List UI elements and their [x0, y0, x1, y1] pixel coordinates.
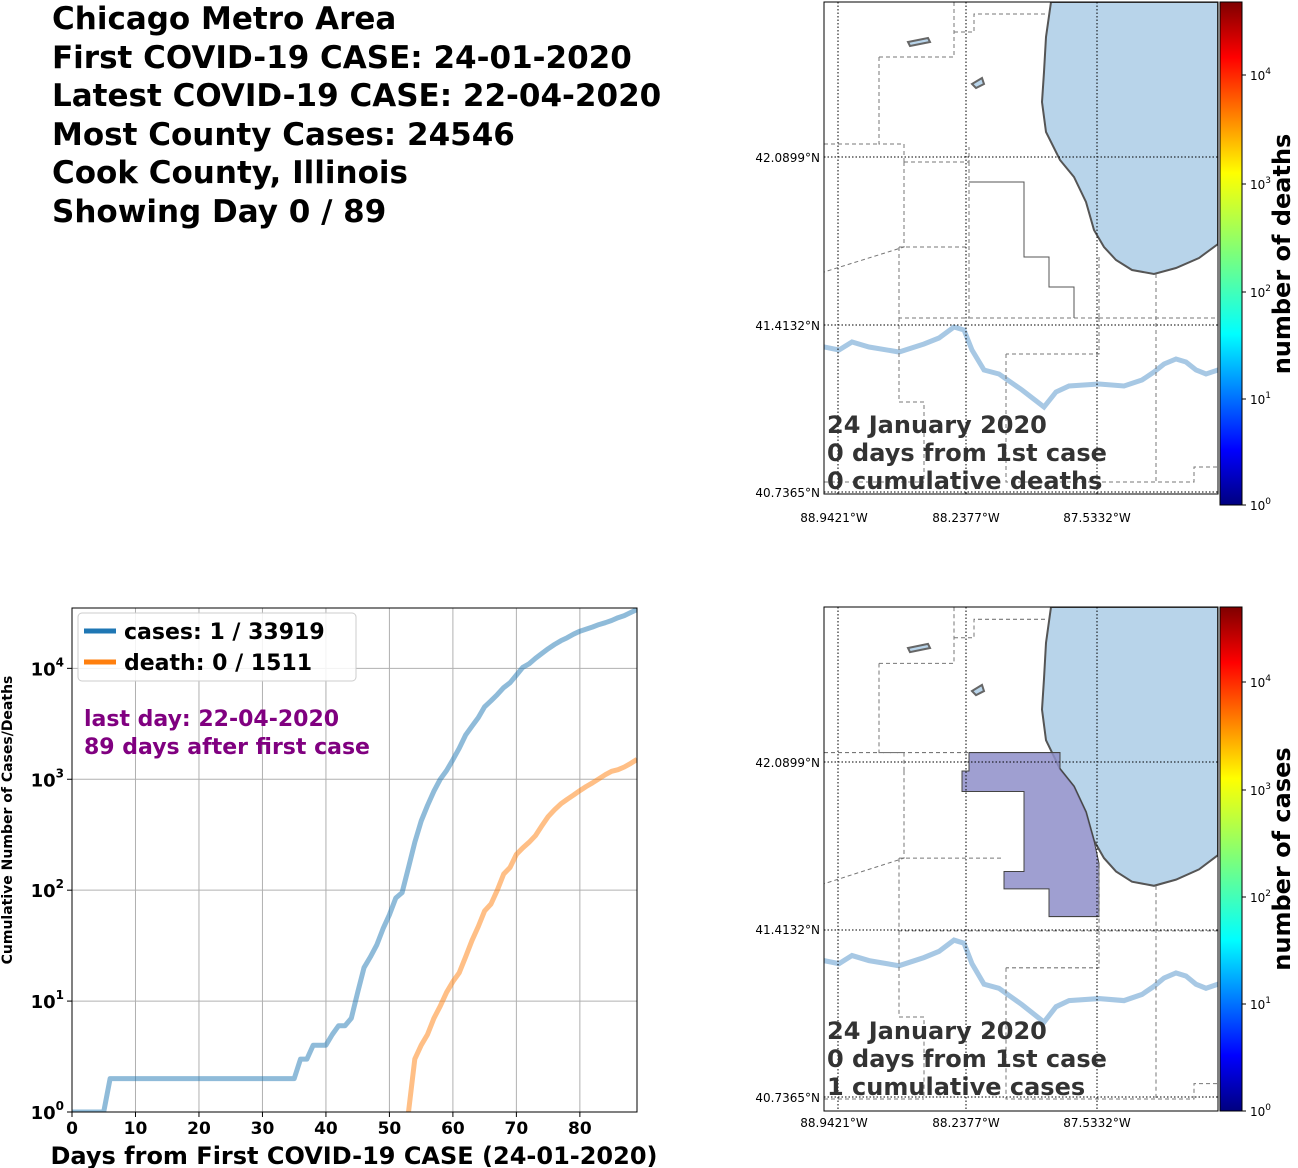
cases-cbar-tick-4: 104 [1250, 674, 1271, 690]
series-line-cases [72, 608, 637, 1112]
cases-cbar-tick-0: 100 [1250, 1103, 1271, 1119]
cases-cbar-tick-3: 103 [1250, 782, 1271, 798]
chart-series [72, 608, 637, 1112]
chart-grid [71, 608, 637, 1113]
lake-michigan [1040, 2, 1218, 276]
cases-lat-tick-0: 42.0899°N [755, 756, 820, 770]
deaths-colorbar-ticks [1242, 74, 1246, 506]
cases-colorbar: 104 103 102 101 100 number of cases [1219, 606, 1296, 1119]
cases-cbar-tick-1: 101 [1250, 996, 1271, 1012]
cases-colorbar-ticks [1242, 681, 1246, 1112]
x-tick-label-1: 10 [124, 1119, 148, 1139]
deaths-lat-tick-1: 41.4132°N [755, 319, 820, 333]
cases-colorbar-label: number of cases [1268, 747, 1296, 970]
cases-map-date: 24 January 2020 [827, 1017, 1047, 1045]
cases-colorbar-gradient [1219, 606, 1243, 1112]
chart-legend: cases: 1 / 33919 death: 0 / 1511 [77, 612, 357, 682]
y-tick-label-2: 102 [31, 877, 64, 902]
deaths-cbar-tick-1: 101 [1250, 391, 1271, 407]
deaths-map-frame [823, 1, 1219, 495]
island-north [906, 36, 932, 48]
y-tick-label-3: 103 [31, 766, 64, 791]
cases-county-borders [824, 607, 1218, 1100]
deaths-colorbar-label: number of deaths [1268, 134, 1296, 375]
deaths-lon-tick-1: 88.2377°W [932, 511, 1000, 525]
lat-lon-grid [824, 2, 1218, 494]
header-line-first-case: First COVID-19 CASE: 24-01-2020 [52, 39, 632, 76]
header-line-latest-case: Latest COVID-19 CASE: 22-04-2020 [52, 78, 662, 114]
cook-county-highlight [961, 752, 1100, 918]
cases-island-small [970, 683, 986, 697]
cases-lat-tick-1: 41.4132°N [755, 923, 820, 937]
cases-cbar-tick-2: 102 [1250, 889, 1271, 905]
x-tick-label-0: 0 [66, 1119, 78, 1139]
cases-map-days: 0 days from 1st case [827, 1045, 1107, 1073]
deaths-lon-tick-0: 88.9421°W [800, 511, 868, 525]
chart-frame [71, 607, 638, 1113]
chart-y-ticks: 100 101 102 103 104 [31, 655, 72, 1124]
x-tick-label-3: 30 [251, 1119, 275, 1139]
island-small [970, 76, 986, 90]
deaths-cbar-tick-0: 100 [1250, 497, 1271, 513]
township-borders [969, 181, 1075, 318]
deaths-map-cumulative: 0 cumulative deaths [827, 467, 1102, 495]
y-tick-label-4: 104 [31, 655, 64, 680]
deaths-colorbar: 104 103 102 101 100 number of deaths [1219, 1, 1296, 513]
x-tick-label-2: 20 [187, 1119, 211, 1139]
cases-lon-tick-1: 88.2377°W [932, 1116, 1000, 1130]
deaths-cbar-tick-3: 103 [1250, 176, 1271, 192]
chart-annotation-last-day: last day: 22-04-2020 [84, 707, 339, 732]
deaths-map-date: 24 January 2020 [827, 411, 1047, 439]
header-line-county: Cook County, Illinois [52, 155, 408, 191]
legend-box [77, 612, 357, 682]
cases-lat-lon-grid [824, 607, 1218, 1111]
x-tick-label-7: 70 [505, 1119, 529, 1139]
county-borders [824, 2, 1218, 483]
deaths-map: 24 January 2020 0 days from 1st case 0 c… [755, 1, 1219, 525]
series-line-death [406, 757, 637, 1112]
cases-lat-tick-2: 40.7365°N [755, 1091, 820, 1105]
cases-map-cumulative: 1 cumulative cases [827, 1073, 1085, 1101]
river [824, 324, 1218, 411]
chart-x-ticks: 0 10 20 30 40 50 60 70 80 [66, 1112, 592, 1139]
header-title-block: Chicago Metro Area First COVID-19 CASE: … [52, 0, 661, 231]
x-tick-label-5: 50 [378, 1119, 402, 1139]
cases-island-north [906, 642, 932, 654]
cases-lon-tick-0: 88.9421°W [800, 1116, 868, 1130]
cases-lon-tick-2: 87.5332°W [1063, 1116, 1131, 1130]
header-line-day-counter: Showing Day 0 / 89 [52, 193, 387, 230]
y-tick-label-0: 100 [31, 1099, 64, 1124]
deaths-lon-tick-2: 87.5332°W [1063, 511, 1131, 525]
cases-map-frame [823, 606, 1219, 1112]
x-tick-label-4: 40 [314, 1119, 338, 1139]
cases-river [824, 937, 1218, 1026]
deaths-cbar-tick-4: 104 [1250, 67, 1271, 83]
x-tick-label-6: 60 [441, 1119, 465, 1139]
header-line-region: Chicago Metro Area [52, 1, 397, 37]
legend-label-cases: cases: 1 / 33919 [124, 620, 325, 645]
chart-x-axis-label: Days from First COVID-19 CASE (24-01-202… [51, 1142, 658, 1168]
x-tick-label-8: 80 [568, 1119, 592, 1139]
chart-y-axis-label: Cumulative Number of Cases/Deaths [0, 676, 16, 965]
header-line-most-cases: Most County Cases: 24546 [52, 116, 515, 153]
cases-lake-michigan [1040, 607, 1218, 887]
deaths-map-days: 0 days from 1st case [827, 439, 1107, 467]
chart-annotation-days-after: 89 days after first case [84, 735, 370, 760]
cases-map: 24 January 2020 0 days from 1st case 1 c… [755, 606, 1219, 1130]
legend-label-death: death: 0 / 1511 [124, 651, 312, 676]
deaths-colorbar-gradient [1219, 1, 1243, 506]
deaths-cbar-tick-2: 102 [1250, 284, 1271, 300]
deaths-lat-tick-0: 42.0899°N [755, 151, 820, 165]
cases-deaths-chart: 0 10 20 30 40 50 60 70 80 100 101 102 103 104 cases:… [0, 607, 658, 1168]
y-tick-label-1: 101 [31, 988, 64, 1013]
deaths-lat-tick-2: 40.7365°N [755, 486, 820, 500]
